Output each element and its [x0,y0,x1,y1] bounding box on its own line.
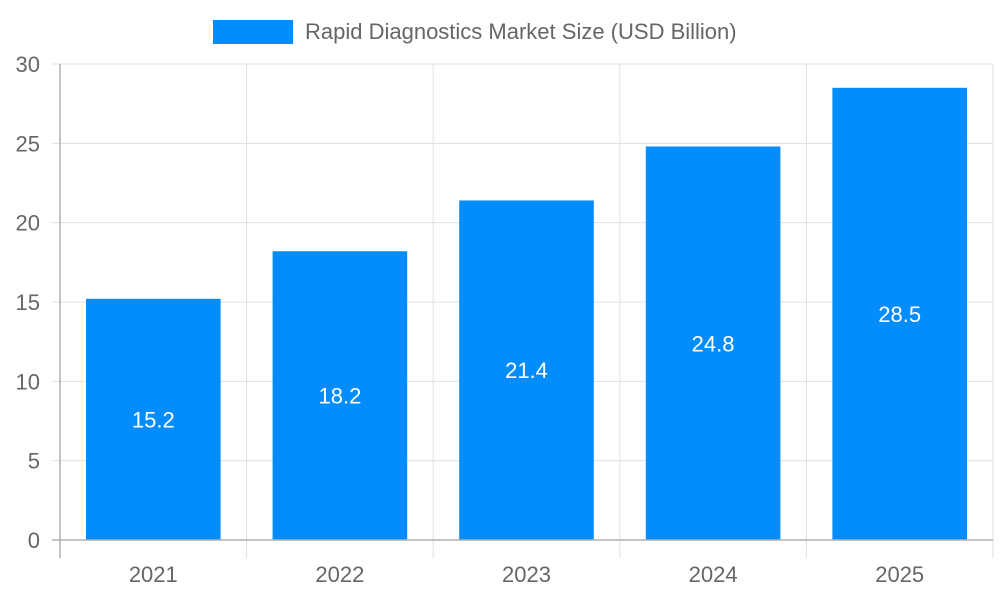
bar-2022[interactable] [272,251,408,540]
legend: Rapid Diagnostics Market Size (USD Billi… [213,19,737,45]
axes [52,64,993,558]
bar-value-label: 15.2 [132,407,175,432]
y-tick-label: 10 [16,369,40,394]
bars: 15.2 18.2 21.4 24.8 28.5 [86,87,967,541]
y-tick-label: 15 [16,290,40,315]
x-tick-label: 2025 [875,562,924,587]
bar-2025[interactable] [832,87,967,541]
bar-2021[interactable] [86,298,221,540]
x-tick-label: 2022 [315,562,364,587]
y-tick-label: 0 [28,528,40,553]
bar-value-label: 28.5 [878,302,921,327]
x-tick-label: 2024 [689,562,738,587]
bar-value-label: 18.2 [318,384,361,409]
legend-label: Rapid Diagnostics Market Size (USD Billi… [305,19,737,44]
x-tick-label: 2021 [129,562,178,587]
bar-2023[interactable] [459,200,594,540]
y-tick-label: 25 [16,131,40,156]
bar-2024[interactable] [645,146,781,541]
bar-value-label: 21.4 [505,358,548,383]
y-tick-label: 30 [16,52,40,77]
y-tick-label: 5 [28,449,40,474]
y-tick-label: 20 [16,211,40,236]
x-tick-label: 2023 [502,562,551,587]
bar-value-label: 24.8 [692,331,735,356]
legend-swatch[interactable] [213,20,293,44]
x-axis-ticks: 2021 2022 2023 2024 2025 [129,562,924,587]
y-axis-ticks: 0 5 10 15 20 25 30 [16,52,40,553]
